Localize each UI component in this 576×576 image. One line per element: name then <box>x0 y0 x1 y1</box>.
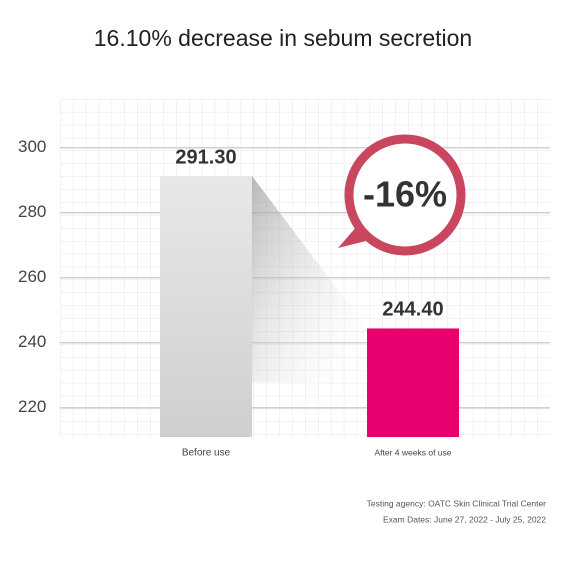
x-tick-label: After 4 weeks of use <box>374 447 451 457</box>
bubble <box>344 134 466 256</box>
y-tick-label: 280 <box>18 202 46 221</box>
y-tick-label: 220 <box>18 397 46 416</box>
chart-title: 16.10% decrease in sebum secretion <box>94 25 472 51</box>
annotation: -16% <box>363 174 447 215</box>
y-tick-label: 260 <box>18 267 46 286</box>
value-label: 244.40 <box>382 299 443 321</box>
shadow <box>252 176 367 382</box>
x-tick-label: Before use <box>182 448 231 459</box>
bar <box>160 176 252 437</box>
value-label: 291.30 <box>175 146 236 168</box>
y-tick-label: 240 <box>18 332 46 351</box>
y-tick-label: 300 <box>18 137 46 156</box>
bubble-tail <box>338 225 378 248</box>
note: Testing agency: OATC Skin Clinical Trial… <box>367 498 547 508</box>
note: Exam Dates: June 27, 2022 - July 25, 202… <box>383 514 546 524</box>
bar <box>367 328 459 437</box>
